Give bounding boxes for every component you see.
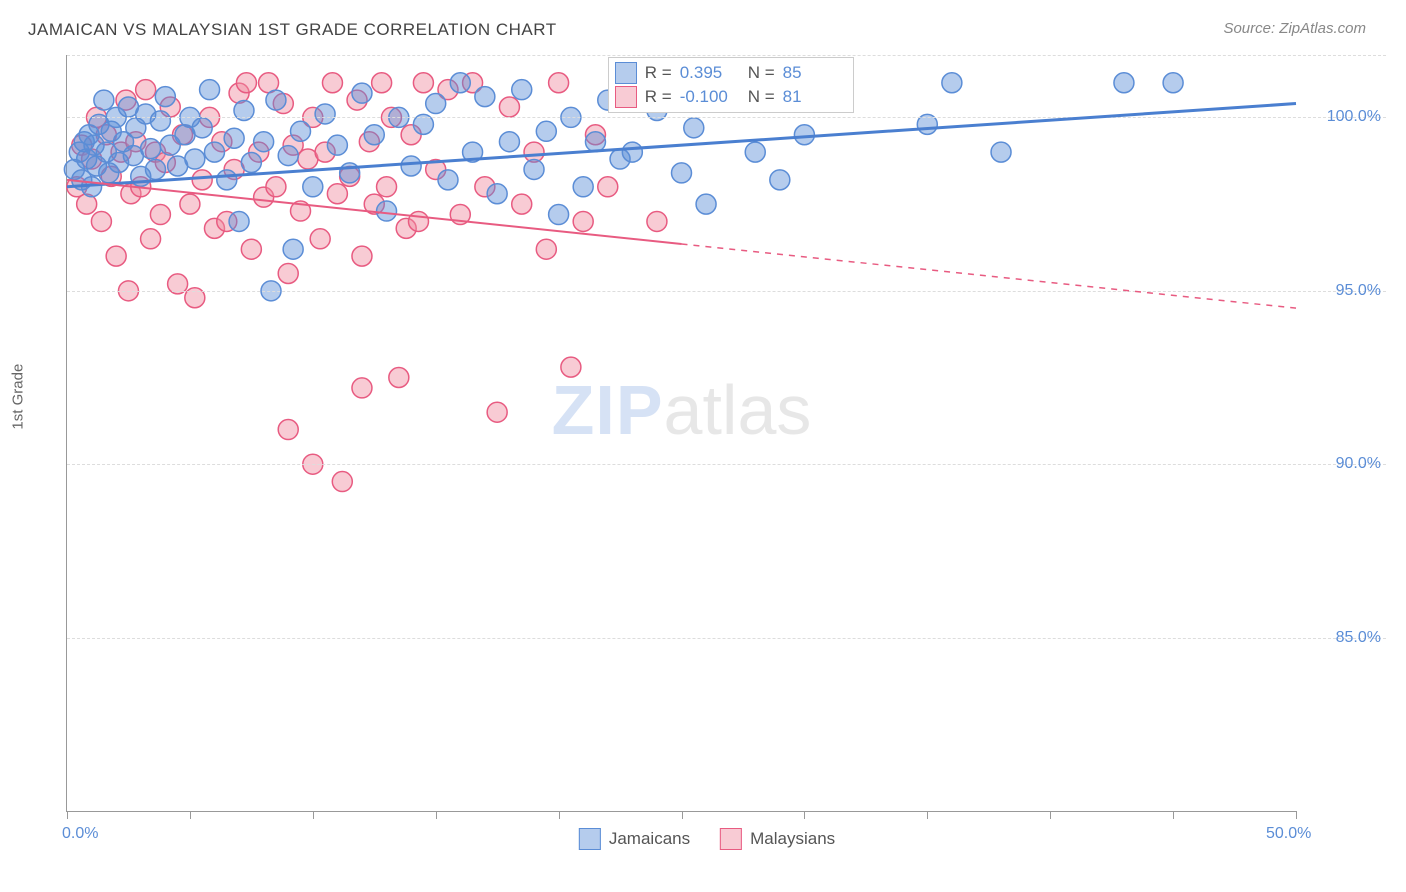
regression-line [67, 104, 1296, 187]
series-legend: Jamaicans Malaysians [579, 828, 835, 850]
x-tick [190, 811, 191, 819]
x-tick-label: 0.0% [62, 825, 98, 843]
legend-swatch-icon [615, 62, 637, 84]
legend-item-jamaicans: Jamaicans [579, 828, 690, 850]
legend-swatch-icon [579, 828, 601, 850]
y-tick-label: 90.0% [1336, 455, 1381, 473]
correlation-legend: R = 0.395 N = 85 R = -0.100 N = 81 [608, 57, 854, 113]
x-tick [1296, 811, 1297, 819]
x-tick [313, 811, 314, 819]
y-axis-label: 1st Grade [10, 363, 27, 429]
regression-layer [67, 55, 1296, 811]
legend-label: Malaysians [750, 829, 835, 849]
n-value: 85 [783, 63, 843, 83]
y-tick-label: 100.0% [1327, 108, 1381, 126]
y-tick-label: 95.0% [1336, 282, 1381, 300]
legend-label: Jamaicans [609, 829, 690, 849]
r-label: R = [645, 87, 672, 107]
r-value: -0.100 [680, 87, 740, 107]
regression-line [67, 180, 682, 244]
r-value: 0.395 [680, 63, 740, 83]
x-tick [559, 811, 560, 819]
legend-item-malaysians: Malaysians [720, 828, 835, 850]
r-label: R = [645, 63, 672, 83]
y-tick-label: 85.0% [1336, 629, 1381, 647]
n-value: 81 [783, 87, 843, 107]
n-label: N = [748, 63, 775, 83]
legend-stat-row: R = -0.100 N = 81 [615, 86, 843, 108]
regression-line-dashed [682, 244, 1297, 308]
n-label: N = [748, 87, 775, 107]
x-tick [682, 811, 683, 819]
x-tick [436, 811, 437, 819]
plot-area: ZIPatlas R =0.395N =85R =-0.100N =81 85.… [66, 55, 1296, 812]
x-tick [67, 811, 68, 819]
x-tick-label: 50.0% [1266, 825, 1311, 843]
chart-container: 1st Grade ZIPatlas R =0.395N =85R =-0.10… [28, 55, 1386, 852]
x-tick [1050, 811, 1051, 819]
x-tick [927, 811, 928, 819]
x-tick [1173, 811, 1174, 819]
x-tick [804, 811, 805, 819]
chart-title: JAMAICAN VS MALAYSIAN 1ST GRADE CORRELAT… [28, 20, 557, 40]
source-label: Source: ZipAtlas.com [1223, 20, 1366, 37]
legend-swatch-icon [615, 86, 637, 108]
legend-stat-row: R = 0.395 N = 85 [615, 62, 843, 84]
legend-swatch-icon [720, 828, 742, 850]
